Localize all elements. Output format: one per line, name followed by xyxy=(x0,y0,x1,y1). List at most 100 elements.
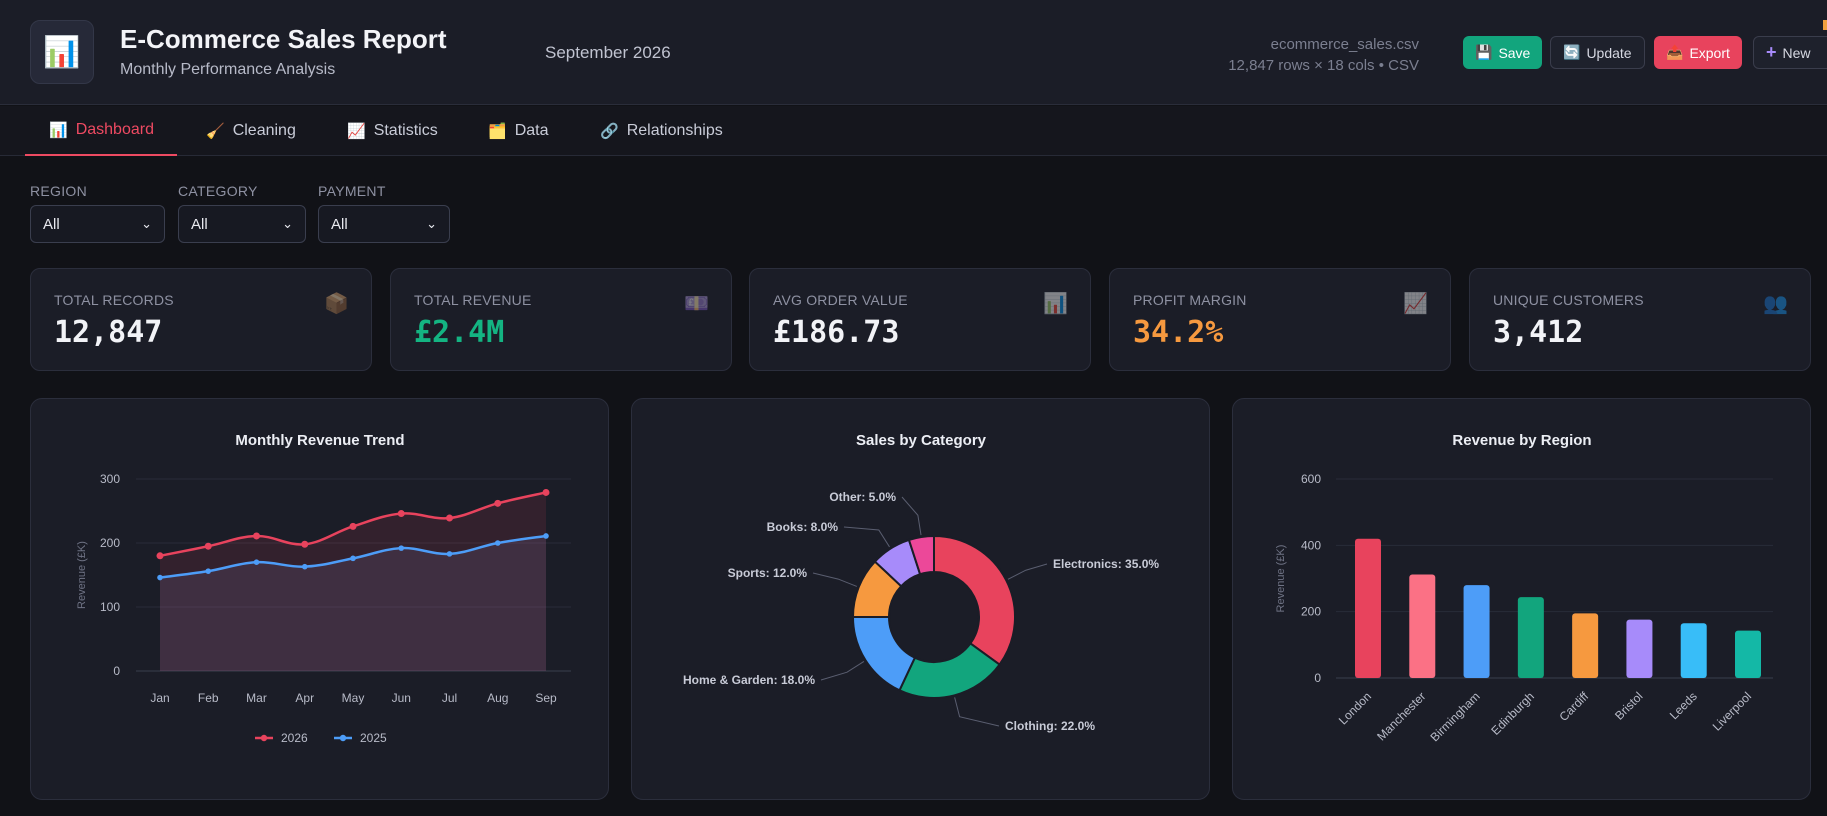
x-tick-label: Jan xyxy=(150,691,169,705)
legend-label: 2025 xyxy=(360,731,387,745)
y-tick-label: 200 xyxy=(100,536,120,550)
x-tick-label: Jun xyxy=(392,691,411,705)
kpi-value: 34.2% xyxy=(1133,315,1224,350)
data-point xyxy=(398,545,405,551)
bar xyxy=(1517,597,1544,678)
leader-line xyxy=(820,661,865,681)
report-title: E-Commerce Sales Report xyxy=(120,24,447,54)
export-button[interactable]: 📤 Export xyxy=(1654,36,1742,69)
tab-statistics[interactable]: 📈 Statistics xyxy=(347,106,438,156)
region-filter-label: REGION xyxy=(30,183,88,199)
update-button[interactable]: 🔄 Update xyxy=(1550,36,1645,69)
x-tick-label: Birmingham xyxy=(1428,689,1483,744)
kpi-value: £2.4M xyxy=(414,315,505,350)
x-tick-label: Cardiff xyxy=(1557,689,1592,724)
y-tick-label: 200 xyxy=(1301,605,1321,619)
app-header: 📊 E-Commerce Sales Report Monthly Perfor… xyxy=(0,0,1827,105)
y-tick-label: 300 xyxy=(100,472,120,486)
data-point xyxy=(253,559,260,565)
revenue-by-region-panel: Revenue by Region 0 200 400 600 Revenue (£K) L… xyxy=(1232,398,1811,800)
kpi-value: £186.73 xyxy=(773,315,900,350)
broom-icon: 🧹 xyxy=(206,123,225,140)
new-button[interactable]: + New xyxy=(1753,36,1827,69)
x-tick-label: Aug xyxy=(487,691,508,705)
notification-indicator xyxy=(1823,20,1827,30)
x-tick-label: May xyxy=(342,691,365,705)
x-tick-label: Bristol xyxy=(1612,689,1645,722)
x-tick-label: Jul xyxy=(442,691,457,705)
kpi-label: PROFIT MARGIN xyxy=(1133,292,1247,308)
package-icon: 📦 xyxy=(324,293,349,315)
folder-icon: 🗂️ xyxy=(488,123,507,140)
leader-line xyxy=(812,572,858,587)
revenue-by-region-chart: Revenue by Region 0 200 400 600 Revenue (£K) L… xyxy=(1275,432,1773,744)
tab-cleaning[interactable]: 🧹 Cleaning xyxy=(206,106,296,156)
leader-line xyxy=(843,526,890,548)
series-area xyxy=(160,535,546,671)
chart-title: Revenue by Region xyxy=(1452,432,1591,449)
payment-filter-label: PAYMENT xyxy=(318,183,386,199)
data-point xyxy=(543,533,549,539)
trend-chart-icon: 📈 xyxy=(347,123,366,140)
slice-label: Books: 8.0% xyxy=(767,520,839,534)
file-meta: 12,847 rows × 18 cols • CSV xyxy=(1228,57,1419,74)
data-point xyxy=(397,510,405,518)
data-point xyxy=(204,542,212,550)
kpi-card-avg-order-value: AVG ORDER VALUE £186.73 📊 xyxy=(749,268,1091,371)
report-period: September 2026 xyxy=(545,43,671,62)
chevron-down-icon: ⌄ xyxy=(426,216,437,231)
revenue-trend-panel: Monthly Revenue Trend 0 100 200 300 Jan Feb Mar… xyxy=(30,398,609,800)
data-point xyxy=(542,488,550,496)
sales-by-category-panel: Sales by Category Electronics: 35.0% Cloth… xyxy=(631,398,1210,800)
bar xyxy=(1735,630,1761,678)
link-icon: 🔗 xyxy=(600,123,619,140)
data-point xyxy=(350,555,356,562)
y-tick-label: 600 xyxy=(1301,472,1321,486)
tab-data[interactable]: 🗂️ Data xyxy=(488,106,548,156)
data-point xyxy=(156,552,164,560)
kpi-card-profit-margin: PROFIT MARGIN 34.2% 📈 xyxy=(1109,268,1451,371)
category-select[interactable]: All ⌄ xyxy=(178,205,306,243)
x-tick-label: Sep xyxy=(535,691,557,705)
file-name: ecommerce_sales.csv xyxy=(1270,36,1419,53)
x-tick-label: Liverpool xyxy=(1710,689,1754,733)
region-select[interactable]: All ⌄ xyxy=(30,205,165,243)
file-info: ecommerce_sales.csv 12,847 rows × 18 col… xyxy=(1228,34,1419,76)
pie-slice xyxy=(851,616,917,692)
save-button[interactable]: 💾 Save xyxy=(1463,36,1543,69)
x-tick-label: Apr xyxy=(295,691,314,705)
x-tick-label: Edinburgh xyxy=(1488,689,1537,738)
data-point xyxy=(253,532,260,540)
y-axis-label: Revenue (£K) xyxy=(76,541,88,609)
x-tick-label: Feb xyxy=(198,691,219,705)
kpi-card-unique-customers: UNIQUE CUSTOMERS 3,412 👥 xyxy=(1469,268,1811,371)
slice-label: Other: 5.0% xyxy=(829,490,896,504)
category-filter-label: CATEGORY xyxy=(178,183,258,199)
y-tick-label: 400 xyxy=(1301,538,1321,552)
trend-chart-icon: 📈 xyxy=(1403,293,1428,315)
tab-dashboard[interactable]: 📊 Dashboard xyxy=(25,106,177,156)
save-button-label: Save xyxy=(1498,44,1531,61)
slice-label: Clothing: 22.0% xyxy=(1005,719,1095,733)
pie-slice xyxy=(933,534,1016,667)
floppy-disk-icon: 💾 xyxy=(1475,44,1493,60)
users-icon: 👥 xyxy=(1763,293,1788,315)
tab-label: Cleaning xyxy=(232,122,296,139)
kpi-label: TOTAL REVENUE xyxy=(414,292,532,308)
money-icon: 💷 xyxy=(684,293,709,315)
bar-chart-icon: 📊 xyxy=(1043,293,1068,315)
data-point xyxy=(349,522,357,530)
category-select-value: All xyxy=(191,215,208,233)
revenue-trend-chart: Monthly Revenue Trend 0 100 200 300 Jan Feb Mar… xyxy=(76,432,571,745)
data-point xyxy=(157,574,163,581)
y-axis-label: Revenue (£K) xyxy=(1275,545,1287,613)
kpi-label: UNIQUE CUSTOMERS xyxy=(1493,292,1644,308)
region-select-value: All xyxy=(43,215,60,233)
tab-relationships[interactable]: 🔗 Relationships xyxy=(600,106,723,156)
tab-label: Data xyxy=(514,122,549,139)
payment-select[interactable]: All ⌄ xyxy=(318,205,450,243)
tab-bar: 📊 Dashboard 🧹 Cleaning 📈 Statistics 🗂️ D… xyxy=(0,106,1827,156)
new-button-label: New xyxy=(1782,44,1811,61)
refresh-icon: 🔄 xyxy=(1563,44,1581,60)
kpi-card-total-records: TOTAL RECORDS 12,847 📦 xyxy=(30,268,372,371)
